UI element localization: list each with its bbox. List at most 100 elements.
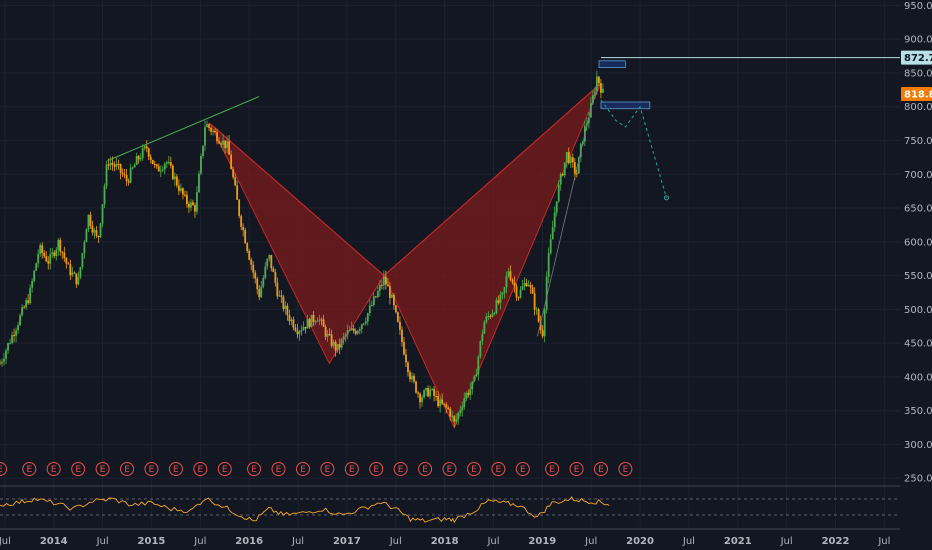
candle-body [105,164,108,187]
candle-body [561,174,564,176]
earnings-marker-label: E [149,465,155,475]
candle-body [598,76,600,84]
earnings-marker-label: E [251,465,257,475]
candle-body [230,154,233,170]
candle-body [527,284,530,287]
candle-body [501,292,504,295]
candle-body [268,254,271,259]
candle-body [23,307,26,309]
x-tick-label: 2016 [235,536,263,547]
earnings-markers: EEEEEEEEEEEEEEEEEEEEEEEEEE [0,462,633,476]
earnings-marker-label: E [422,465,428,475]
candle-body [75,273,78,285]
earnings-marker: E [569,462,584,476]
earnings-marker: E [442,462,457,476]
price-tag-bg [901,50,932,65]
earnings-marker-circle [0,462,7,476]
candle-body [119,164,122,173]
candle-body [332,341,335,346]
candle-body [93,230,96,233]
candle-body [208,124,210,128]
candle-body [441,399,444,404]
earnings-marker-label: E [75,465,81,475]
candle-body [169,162,172,166]
candle-body [159,170,162,172]
y-tick-label: 600.00 [904,237,932,248]
candle-body [280,295,283,297]
earnings-marker: E [515,462,530,476]
candle-body [401,329,403,343]
candle-body [73,272,76,274]
earnings-marker-label: E [197,465,203,475]
candle-body [395,305,397,313]
earnings-marker-circle [491,462,506,476]
candle-body [117,163,120,165]
candle-body [497,300,500,303]
candle-body [198,173,200,193]
candle-body [204,127,206,146]
y-tick-label: 350.00 [904,406,932,417]
candle-body [53,252,56,257]
candle-body [41,245,44,253]
candle-body [79,267,82,278]
candle-body [593,91,596,96]
candle-body [264,266,267,278]
y-tick-label: 950.00 [904,1,932,12]
candle-body [403,342,405,355]
candle-body [214,130,216,133]
candle-body [314,321,317,323]
candle-body [272,268,275,272]
candle-body [139,158,142,160]
candle-body [557,184,560,202]
earnings-marker: E [144,462,159,476]
candle-body [551,227,554,240]
earnings-marker: E [369,462,384,476]
x-tick-label: Jul [193,536,206,547]
candle-body [573,162,576,174]
candle-body [336,344,339,351]
candle-body [535,309,538,311]
candle-body [326,333,329,337]
candle-body [477,356,480,375]
earnings-marker: E [545,462,560,476]
candle-body [513,282,516,287]
candle-body [127,181,130,183]
candle-body [423,390,425,398]
candle-body [111,162,114,165]
candle-body [465,392,468,399]
candle-body [296,330,299,335]
candle-body [63,252,66,259]
candle-body [65,258,68,264]
support-line [537,86,597,337]
candle-body [569,157,572,164]
candle-body [549,239,552,254]
x-tick-label: 2018 [431,536,459,547]
candle-body [288,315,291,322]
candle-body [177,185,180,191]
candle-body [409,372,411,380]
candle-body [181,188,184,195]
earnings-marker-label: E [496,465,502,475]
candle-body [69,264,72,276]
candle-body [469,389,472,396]
candle-body [505,276,508,288]
earnings-marker: E [344,462,359,476]
candle-body [547,253,550,278]
earnings-marker-circle [71,462,86,476]
candle-body [521,286,524,290]
earnings-marker-circle [271,462,286,476]
x-tick-label: 2014 [40,536,68,547]
candle-body [433,388,436,397]
candle-body [240,216,243,227]
range-box [598,60,626,68]
candle-body [443,403,446,405]
candle-body [459,410,462,413]
earnings-marker-label: E [325,465,331,475]
y-tick-label: 550.00 [904,271,932,282]
candle-body [537,309,540,322]
x-tick-label: Jul [96,536,109,547]
candle-body [596,76,598,92]
candle-body [39,245,42,254]
